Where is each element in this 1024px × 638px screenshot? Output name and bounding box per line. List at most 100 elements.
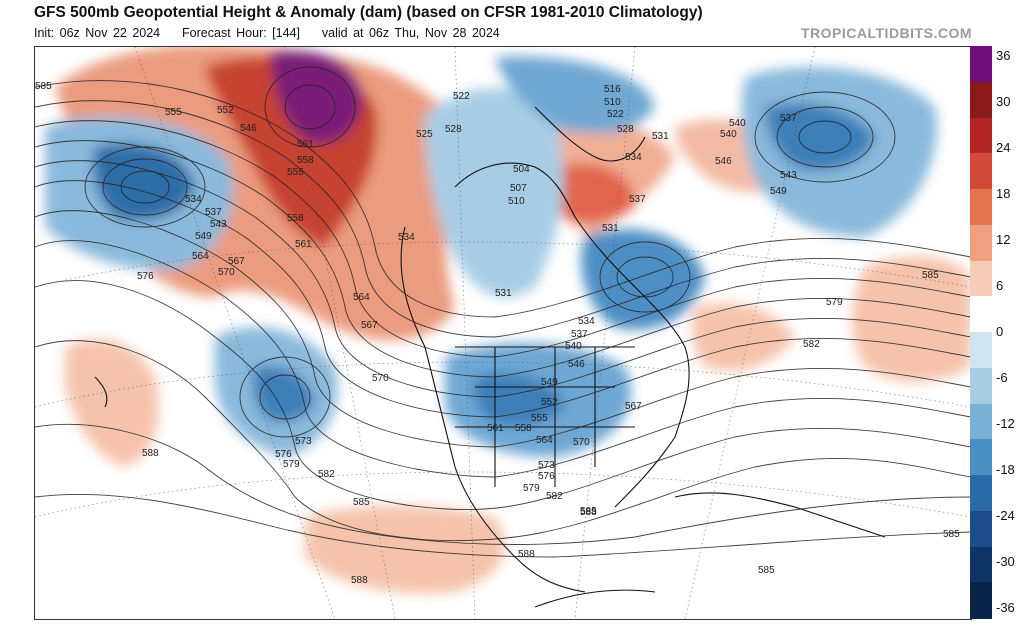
height-label: 546 <box>568 359 585 370</box>
height-label: 540 <box>720 129 737 140</box>
colorbar-segment <box>970 475 992 512</box>
height-label: 552 <box>217 105 234 116</box>
colorbar <box>970 46 992 619</box>
height-label: 588 <box>142 448 159 459</box>
colorbar-segment <box>970 367 992 404</box>
height-label: 579 <box>523 483 540 494</box>
height-label: 567 <box>228 256 245 267</box>
colorbar-label: -24 <box>996 508 1015 523</box>
height-label: 549 <box>195 231 212 242</box>
height-label: 558 <box>515 423 532 434</box>
height-label: 567 <box>361 320 378 331</box>
height-label: 528 <box>617 124 634 135</box>
colorbar-segment <box>970 403 992 440</box>
brand-watermark: TROPICALTIDBITS.COM <box>800 25 972 41</box>
colorbar-label: 6 <box>996 278 1004 293</box>
hudson-bay-low-anomaly <box>425 88 564 297</box>
height-label: 543 <box>210 219 227 230</box>
colorbar-segment <box>970 260 992 297</box>
height-label: 546 <box>715 156 732 167</box>
init-time: Init: 06z Nov 22 2024 <box>34 26 161 40</box>
height-label: 540 <box>729 118 746 129</box>
height-label: 582 <box>803 339 820 350</box>
colorbar-label: 24 <box>996 140 1011 155</box>
colorbar-label: 30 <box>996 94 1011 109</box>
height-label: 552 <box>541 397 558 408</box>
height-label: 585 <box>758 565 775 576</box>
height-label: 537 <box>780 113 797 124</box>
height-label: 540 <box>565 341 582 352</box>
height-label: 567 <box>625 401 642 412</box>
height-label: 585 <box>922 270 939 281</box>
height-label: 564 <box>353 292 370 303</box>
height-label: 588 <box>580 507 597 518</box>
height-label: 549 <box>770 186 787 197</box>
height-label: 582 <box>546 491 563 502</box>
height-label: 585 <box>580 506 597 517</box>
height-label: 558 <box>287 213 304 224</box>
height-label: 558 <box>297 155 314 166</box>
height-label: 570 <box>372 373 389 384</box>
height-label: 579 <box>283 459 300 470</box>
hudson-bay-low-core <box>495 56 655 133</box>
colorbar-segment <box>970 332 992 369</box>
height-label: 573 <box>295 436 312 447</box>
height-label: 537 <box>205 207 222 218</box>
height-label: 585 <box>943 529 960 540</box>
east-atlantic-positive <box>851 256 971 382</box>
height-contours <box>35 66 971 558</box>
colorbar-segment <box>970 510 992 547</box>
chart-title: GFS 500mb Geopotential Height & Anomaly … <box>34 4 703 21</box>
colorbar-segment <box>970 81 992 118</box>
height-label: 585 <box>35 81 52 92</box>
height-label: 534 <box>625 152 642 163</box>
chart-subtitle: Init: 06z Nov 22 2024 Forecast Hour: [14… <box>34 26 500 40</box>
height-label: 585 <box>353 497 370 508</box>
height-label: 582 <box>318 469 335 480</box>
colorbar-segment <box>970 117 992 154</box>
height-label: 537 <box>629 194 646 205</box>
colorbar-label: -6 <box>996 370 1008 385</box>
weather-map: 585 555 552 546 534 537 543 549 564 570 … <box>34 46 972 620</box>
colorbar-segment <box>970 582 992 619</box>
height-label: 570 <box>218 267 235 278</box>
great-lakes-trough-anomaly <box>581 229 705 330</box>
height-label: 588 <box>518 549 535 560</box>
atlantic-positive <box>692 303 795 371</box>
map-canvas: 585 555 552 546 534 537 543 549 564 570 … <box>35 47 971 619</box>
height-label: 576 <box>137 271 154 282</box>
quebec-positive <box>553 164 635 223</box>
forecast-hour: Forecast Hour: [144] <box>182 26 300 40</box>
height-label: 534 <box>578 316 595 327</box>
height-label: 561 <box>487 423 504 434</box>
coastlines <box>94 106 886 608</box>
height-label: 588 <box>351 575 368 586</box>
height-label: 561 <box>297 139 314 150</box>
colorbar-label: -30 <box>996 554 1015 569</box>
alaska-ridge-peak <box>270 50 363 143</box>
height-label: 576 <box>275 449 292 460</box>
height-label: 516 <box>604 84 621 95</box>
height-label: 546 <box>240 123 257 134</box>
height-label: 537 <box>571 329 588 340</box>
height-label: 531 <box>652 131 669 142</box>
height-label: 543 <box>780 170 797 181</box>
colorbar-label: 0 <box>996 324 1004 339</box>
height-label: 504 <box>513 164 530 175</box>
height-label: 534 <box>185 194 202 205</box>
colorbar-label: -12 <box>996 416 1015 431</box>
colorbar-segment <box>970 153 992 190</box>
central-us-trough-core <box>474 373 565 426</box>
height-label: 525 <box>416 129 433 140</box>
height-label: 561 <box>295 239 312 250</box>
north-pacific-trough-core <box>93 143 195 221</box>
height-label: 531 <box>495 288 512 299</box>
height-label: 510 <box>604 97 621 108</box>
height-label: 555 <box>531 413 548 424</box>
height-label: 555 <box>287 167 304 178</box>
height-label: 579 <box>826 297 843 308</box>
colorbar-segment <box>970 546 992 583</box>
height-label: 507 <box>510 183 527 194</box>
height-label: 564 <box>536 435 553 446</box>
colorbar-segment <box>970 439 992 476</box>
